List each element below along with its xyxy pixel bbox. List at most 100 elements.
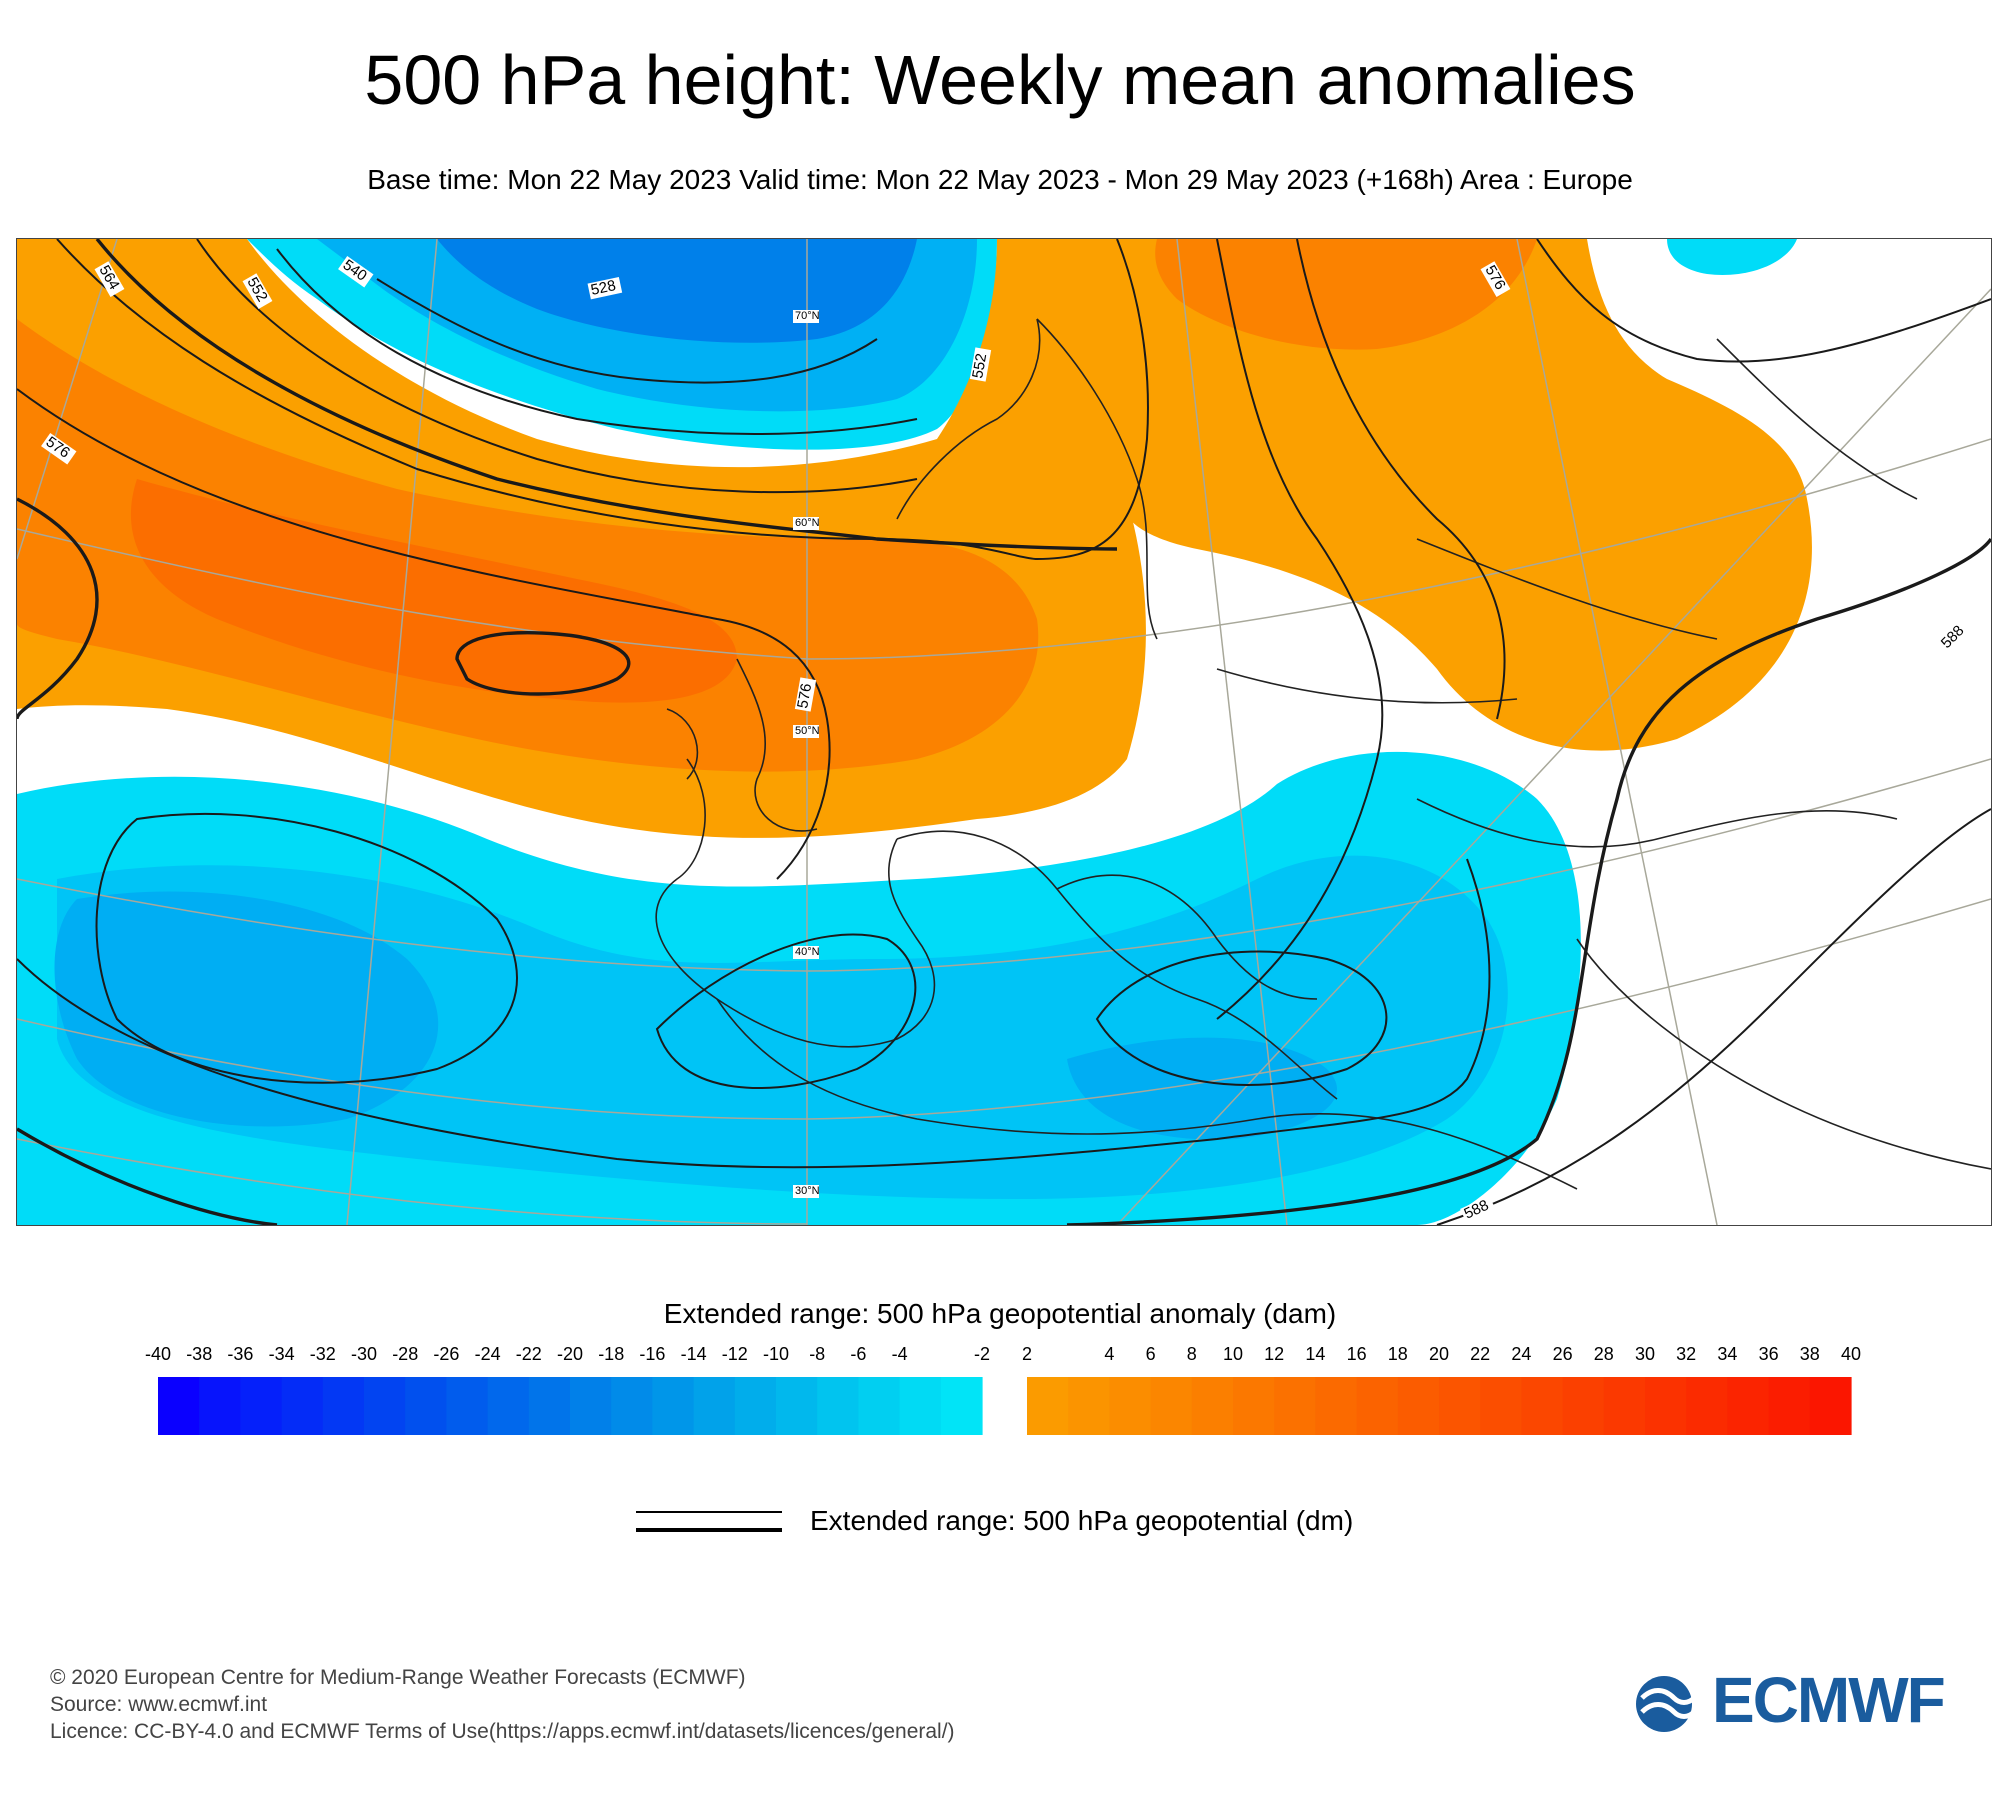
footer-copyright: © 2020 European Centre for Medium-Range … xyxy=(50,1666,746,1689)
negative-tick-label: -40 xyxy=(145,1344,171,1364)
negative-tick-label: -14 xyxy=(681,1344,707,1364)
positive-swatch xyxy=(1686,1377,1728,1435)
lat-label-50: 50°N xyxy=(795,725,820,737)
negative-tick-label: -18 xyxy=(598,1344,624,1364)
colorbar-negative-swatches xyxy=(158,1377,983,1435)
positive-swatch xyxy=(1109,1377,1152,1435)
positive-swatch xyxy=(1562,1377,1605,1435)
negative-tick-label: -26 xyxy=(433,1344,459,1364)
contour-label: 576 xyxy=(794,682,815,710)
negative-swatch xyxy=(158,1377,200,1435)
negative-swatch xyxy=(446,1377,489,1435)
negative-tick-label: -20 xyxy=(557,1344,583,1364)
positive-swatch xyxy=(1274,1377,1316,1435)
latitude-labels: 70°N 60°N 50°N 40°N 30°N xyxy=(793,310,820,1198)
lat-label-30: 30°N xyxy=(795,1185,820,1197)
negative-swatch xyxy=(734,1377,777,1435)
negative-swatch xyxy=(693,1377,736,1435)
negative-tick-label: -38 xyxy=(186,1344,212,1364)
lat-label-70: 70°N xyxy=(795,310,820,322)
positive-anomaly-east-core xyxy=(1155,239,1537,350)
footer-credits: © 2020 European Centre for Medium-Range … xyxy=(50,1664,955,1745)
positive-swatch xyxy=(1068,1377,1110,1435)
positive-swatch xyxy=(1356,1377,1399,1435)
negative-swatch xyxy=(322,1377,365,1435)
map-canvas: 70°N 60°N 50°N 40°N 30°N 564 552 540 528… xyxy=(17,239,1991,1225)
positive-tick-label: 34 xyxy=(1717,1344,1737,1364)
positive-swatch xyxy=(1645,1377,1687,1435)
negative-anomaly-atlantic-core xyxy=(54,891,439,1127)
colorbar: -40 -38 -36 -34 -32 -30 -28 -26 -24 -22 -20 -18 -16-… xyxy=(145,1344,1861,1435)
positive-swatch xyxy=(1603,1377,1646,1435)
negative-tick-label: -28 xyxy=(392,1344,418,1364)
negative-tick-label: -4 xyxy=(892,1344,908,1364)
positive-swatch xyxy=(1480,1377,1522,1435)
positive-tick-label: 32 xyxy=(1676,1344,1696,1364)
negative-swatch xyxy=(776,1377,818,1435)
negative-swatch xyxy=(364,1377,406,1435)
positive-anomaly-atlantic-mid xyxy=(17,319,1039,772)
positive-swatch xyxy=(1027,1377,1069,1435)
negative-swatch xyxy=(652,1377,695,1435)
negative-tick-label: -36 xyxy=(227,1344,253,1364)
positive-anomaly-atlantic-core xyxy=(130,479,738,703)
contour-legend-line xyxy=(636,1511,782,1532)
lat-label-60: 60°N xyxy=(795,517,820,529)
page-subtitle: Base time: Mon 22 May 2023 Valid time: M… xyxy=(367,164,1633,195)
page-title: 500 hPa height: Weekly mean anomalies xyxy=(364,41,1636,119)
contour-label: 552 xyxy=(969,352,990,380)
ecmwf-logo-icon[interactable] xyxy=(1624,1670,1964,1738)
contour-legend-label: Extended range: 500 hPa geopotential (dm… xyxy=(810,1505,1354,1536)
negative-tick-label: -16 xyxy=(639,1344,665,1364)
positive-swatch xyxy=(1233,1377,1275,1435)
negative-swatch xyxy=(858,1377,901,1435)
negative-swatch xyxy=(281,1377,324,1435)
positive-tick-label: 36 xyxy=(1759,1344,1779,1364)
positive-tick-label: 18 xyxy=(1388,1344,1408,1364)
negative-tick-label: -24 xyxy=(475,1344,501,1364)
anomaly-map[interactable]: 70°N 60°N 50°N 40°N 30°N 564 552 540 528… xyxy=(16,238,1992,1226)
geopotential-contours xyxy=(17,239,1991,1225)
footer-source[interactable]: Source: www.ecmwf.int xyxy=(50,1693,268,1716)
positive-swatch xyxy=(1191,1377,1234,1435)
negative-swatch xyxy=(817,1377,859,1435)
positive-tick-label: 40 xyxy=(1841,1344,1861,1364)
positive-tick-label: 30 xyxy=(1635,1344,1655,1364)
negative-swatch xyxy=(940,1377,983,1435)
negative-tick-label: -34 xyxy=(269,1344,295,1364)
negative-swatch xyxy=(570,1377,612,1435)
negative-swatch xyxy=(528,1377,571,1435)
negative-swatch xyxy=(405,1377,447,1435)
contour-label: 528 xyxy=(589,277,617,299)
positive-tick-label: 38 xyxy=(1800,1344,1820,1364)
positive-tick-label: 2 xyxy=(1022,1344,1032,1364)
positive-tick-label: 22 xyxy=(1470,1344,1490,1364)
positive-swatch xyxy=(1727,1377,1770,1435)
negative-tick-label: -22 xyxy=(516,1344,542,1364)
lat-label-40: 40°N xyxy=(795,946,820,958)
positive-tick-label: 4 xyxy=(1104,1344,1114,1364)
coastlines xyxy=(655,318,1991,1190)
colorbar-negative-ticks: -40 -38 -36 -34 -32 -30 -28 -26 -24 -22 -20 -18 -16-… xyxy=(145,1344,990,1364)
positive-tick-label: 20 xyxy=(1429,1344,1449,1364)
negative-tick-label: -6 xyxy=(850,1344,866,1364)
colorbar-title: Extended range: 500 hPa geopotential ano… xyxy=(663,1298,1337,1329)
positive-tick-label: 26 xyxy=(1553,1344,1573,1364)
positive-tick-label: 6 xyxy=(1146,1344,1156,1364)
positive-swatch xyxy=(1397,1377,1440,1435)
footer-licence[interactable]: Licence: CC-BY-4.0 and ECMWF Terms of Us… xyxy=(50,1720,955,1743)
positive-tick-label: 14 xyxy=(1305,1344,1325,1364)
negative-tick-label: -32 xyxy=(310,1344,336,1364)
positive-swatch xyxy=(1809,1377,1852,1435)
positive-tick-label: 28 xyxy=(1594,1344,1614,1364)
positive-swatch xyxy=(1521,1377,1564,1435)
negative-swatch xyxy=(611,1377,653,1435)
positive-swatch xyxy=(1315,1377,1358,1435)
positive-tick-label: 24 xyxy=(1511,1344,1531,1364)
positive-swatch xyxy=(1150,1377,1193,1435)
negative-tick-label: -30 xyxy=(351,1344,377,1364)
negative-swatch xyxy=(240,1377,283,1435)
negative-anomaly-arctic xyxy=(1667,239,1797,275)
positive-swatch xyxy=(1439,1377,1481,1435)
negative-swatch xyxy=(487,1377,530,1435)
